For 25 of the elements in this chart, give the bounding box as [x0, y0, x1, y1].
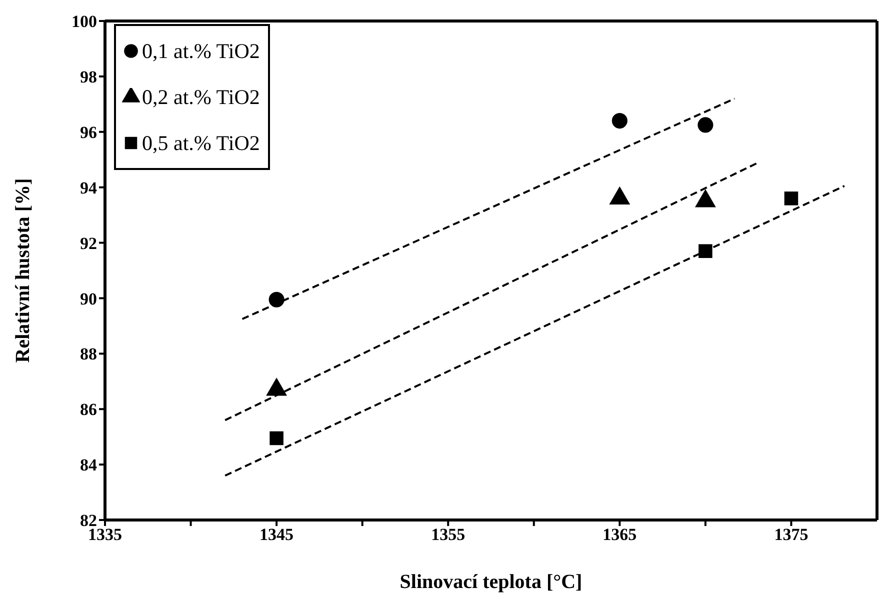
x-tick-label: 1355 — [431, 525, 466, 544]
y-tick-label: 84 — [80, 456, 98, 475]
y-tick-label: 88 — [80, 344, 97, 364]
y-tick-label: 100 — [72, 12, 97, 32]
point — [698, 117, 714, 133]
point — [268, 292, 284, 308]
x-tick-label: 1375 — [774, 525, 808, 544]
y-tick-label: 94 — [80, 178, 98, 198]
legend-label: 0,2 at.% TiO2 — [142, 84, 260, 110]
x-tick-label: 1365 — [602, 525, 637, 544]
point — [698, 244, 712, 258]
y-tick-label: 96 — [80, 122, 97, 142]
point — [784, 192, 798, 206]
legend-label: 0,1 at.% TiO2 — [142, 38, 260, 64]
y-axis-title: Relativní hustota [%] — [12, 178, 34, 363]
y-tick-label: 86 — [80, 400, 97, 420]
y-tick-label: 98 — [80, 67, 97, 86]
y-tick-label: 92 — [80, 234, 97, 253]
x-axis-title: Slinovací teplota [°C] — [400, 571, 582, 593]
x-tick-label: 1335 — [88, 525, 122, 544]
point — [612, 113, 628, 129]
x-tick-label: 1345 — [260, 525, 294, 544]
y-tick-label: 90 — [80, 289, 97, 308]
legend-label: 0,5 at.% TiO2 — [142, 130, 260, 156]
point — [270, 431, 284, 446]
